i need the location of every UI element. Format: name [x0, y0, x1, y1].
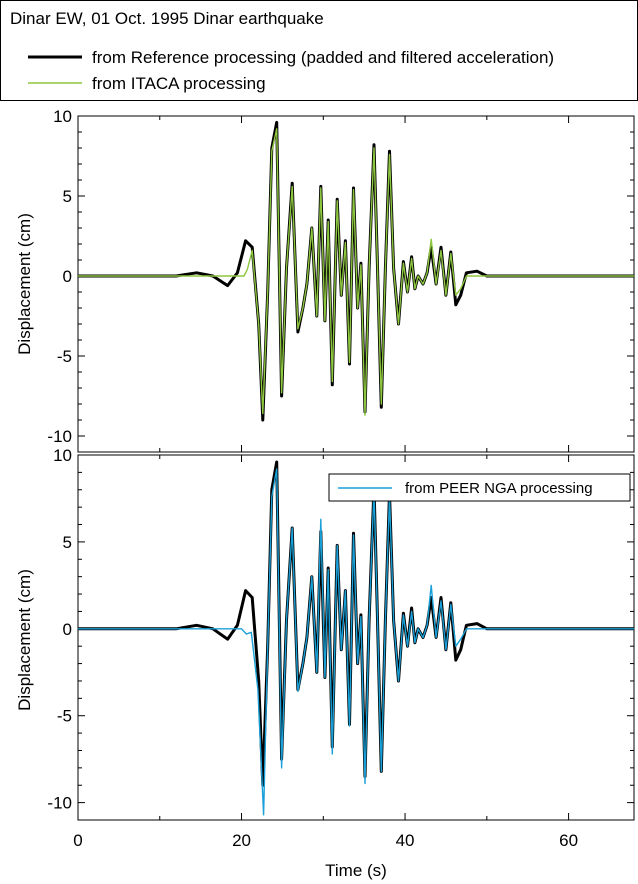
ytick-label-top: 0: [63, 267, 72, 286]
ytick-label-bottom: 10: [53, 446, 72, 465]
ytick-label-bottom: 5: [63, 533, 72, 552]
ytick-label-bottom: -5: [57, 707, 72, 726]
xtick-label: 40: [396, 831, 415, 850]
header-title: Dinar EW, 01 Oct. 1995 Dinar earthquake: [10, 9, 324, 28]
header-legend-box: [0, 0, 638, 101]
ytick-label-top: 5: [63, 187, 72, 206]
ytick-label-top: -10: [47, 427, 72, 446]
plot-frame-top: [77, 115, 635, 453]
xlabel: Time (s): [325, 861, 387, 880]
xtick-label: 60: [559, 831, 578, 850]
plot-frame-bottom: [77, 454, 635, 821]
series-peer: [78, 468, 634, 816]
xtick-label: 20: [232, 831, 251, 850]
ytick-label-bottom: 0: [63, 620, 72, 639]
series-itaca: [78, 128, 634, 416]
xtick-label: 0: [73, 831, 82, 850]
legend-label-itaca: from ITACA processing: [92, 74, 266, 93]
ytick-label-top: -5: [57, 347, 72, 366]
legend-label-peer: from PEER NGA processing: [405, 480, 593, 497]
ytick-label-top: 10: [53, 107, 72, 126]
ytick-label-bottom: -10: [47, 794, 72, 813]
panel-top: 10 5 0 -5 -10 Displacement (cm): [15, 107, 635, 453]
ylabel-top: Displacement (cm): [15, 213, 34, 355]
legend-label-reference: from Reference processing (padded and fi…: [92, 48, 554, 67]
ylabel-bottom: Displacement (cm): [15, 569, 34, 711]
